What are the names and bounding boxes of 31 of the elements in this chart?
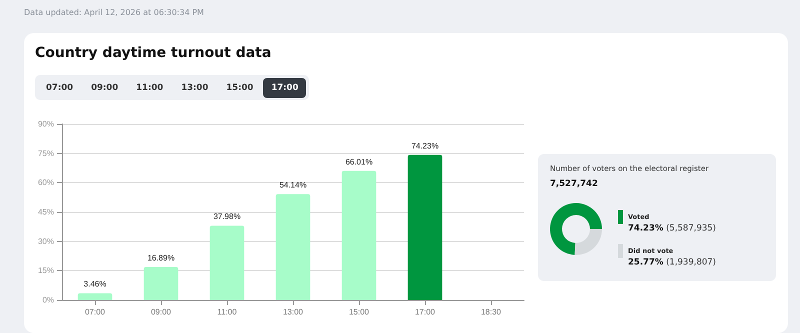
x-tick-label: 17:00 (414, 308, 436, 316)
y-tick-label: 0% (42, 296, 54, 304)
data-label: 66.01% (345, 157, 373, 166)
chart-subtitle: 7,527,742 (550, 179, 598, 189)
data-label: 74.23% (411, 141, 439, 150)
text: Data updated: April 12, 2026 at 06:30:34 PM (24, 8, 204, 17)
x-tick-label: 15:00 (348, 308, 370, 316)
chart-title: Country daytime turnout data (35, 45, 272, 61)
category-label: 07:00 (46, 82, 74, 92)
category-label: 17:00 (271, 82, 298, 92)
data-label: 25.77% (1,939,807) (628, 258, 716, 268)
x-tick-label: 13:00 (282, 308, 304, 316)
category-label: 09:00 (91, 82, 118, 92)
category-label: 13:00 (181, 82, 208, 92)
data-label: 74.23% (5,587,935) (628, 224, 716, 234)
data-label: 16.89% (147, 253, 175, 262)
y-tick-label: 90% (38, 120, 54, 128)
y-tick-label: 15% (38, 266, 54, 276)
y-tick-label: 75% (38, 148, 54, 158)
y-tick-label: 30% (38, 236, 54, 246)
category-label: 11:00 (136, 82, 164, 92)
x-tick-label: 18:30 (480, 308, 502, 316)
x-tick-label: 07:00 (84, 308, 106, 316)
data-label: 37.98% (213, 212, 241, 222)
data-label: 3.46% (84, 280, 106, 289)
data-label: 54.14% (279, 180, 307, 190)
category-label: 15:00 (226, 82, 254, 92)
x-tick-label: 11:00 (217, 308, 238, 316)
y-tick-label: 45% (38, 208, 54, 216)
y-tick-label: 60% (38, 178, 54, 188)
x-tick-label: 09:00 (150, 308, 172, 316)
